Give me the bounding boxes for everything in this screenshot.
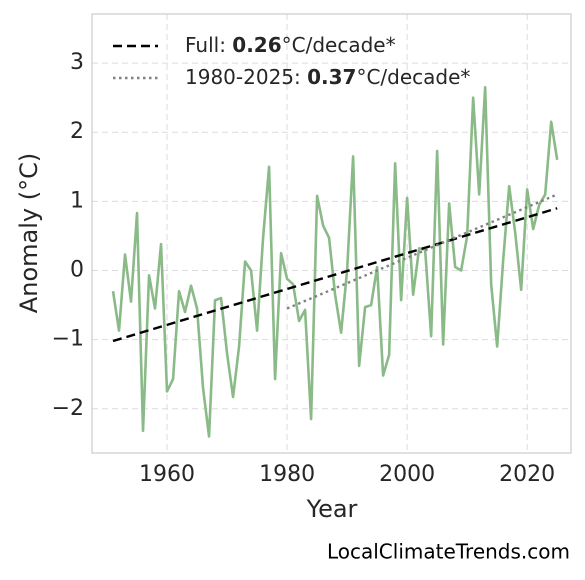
legend-text-part: °C/decade* (356, 65, 470, 89)
x-tick-label: 2020 (499, 462, 555, 487)
y-axis-label: Anomaly (°C) (15, 153, 43, 313)
legend-text-part: Full: (185, 33, 232, 57)
legend-text-part: 0.37 (307, 65, 356, 89)
plot-frame (91, 13, 572, 454)
y-tick-label: 3 (70, 50, 84, 75)
x-tick-label: 1980 (259, 462, 315, 487)
legend-text-part: 1980-2025: (185, 65, 307, 89)
trend-line (286, 193, 558, 310)
legend-label: Full: 0.26°C/decade* (185, 33, 396, 57)
x-axis-label: Year (306, 495, 358, 523)
y-tick-label: 0 (70, 257, 84, 282)
x-tick-label: 2000 (379, 462, 435, 487)
y-tick-label: 2 (70, 119, 84, 144)
y-tick-label: −1 (52, 327, 84, 352)
data-line (111, 85, 559, 438)
legend-text-part: 0.26 (232, 33, 281, 57)
x-tick-label: 1960 (139, 462, 195, 487)
trend-line (112, 207, 558, 343)
y-tick-label: −2 (52, 396, 84, 421)
legend-text-part: °C/decade* (282, 33, 396, 57)
y-tick-label: 1 (70, 188, 84, 213)
footer: LocalClimateTrends.com (327, 540, 570, 564)
legend-label: 1980-2025: 0.37°C/decade* (185, 65, 470, 89)
